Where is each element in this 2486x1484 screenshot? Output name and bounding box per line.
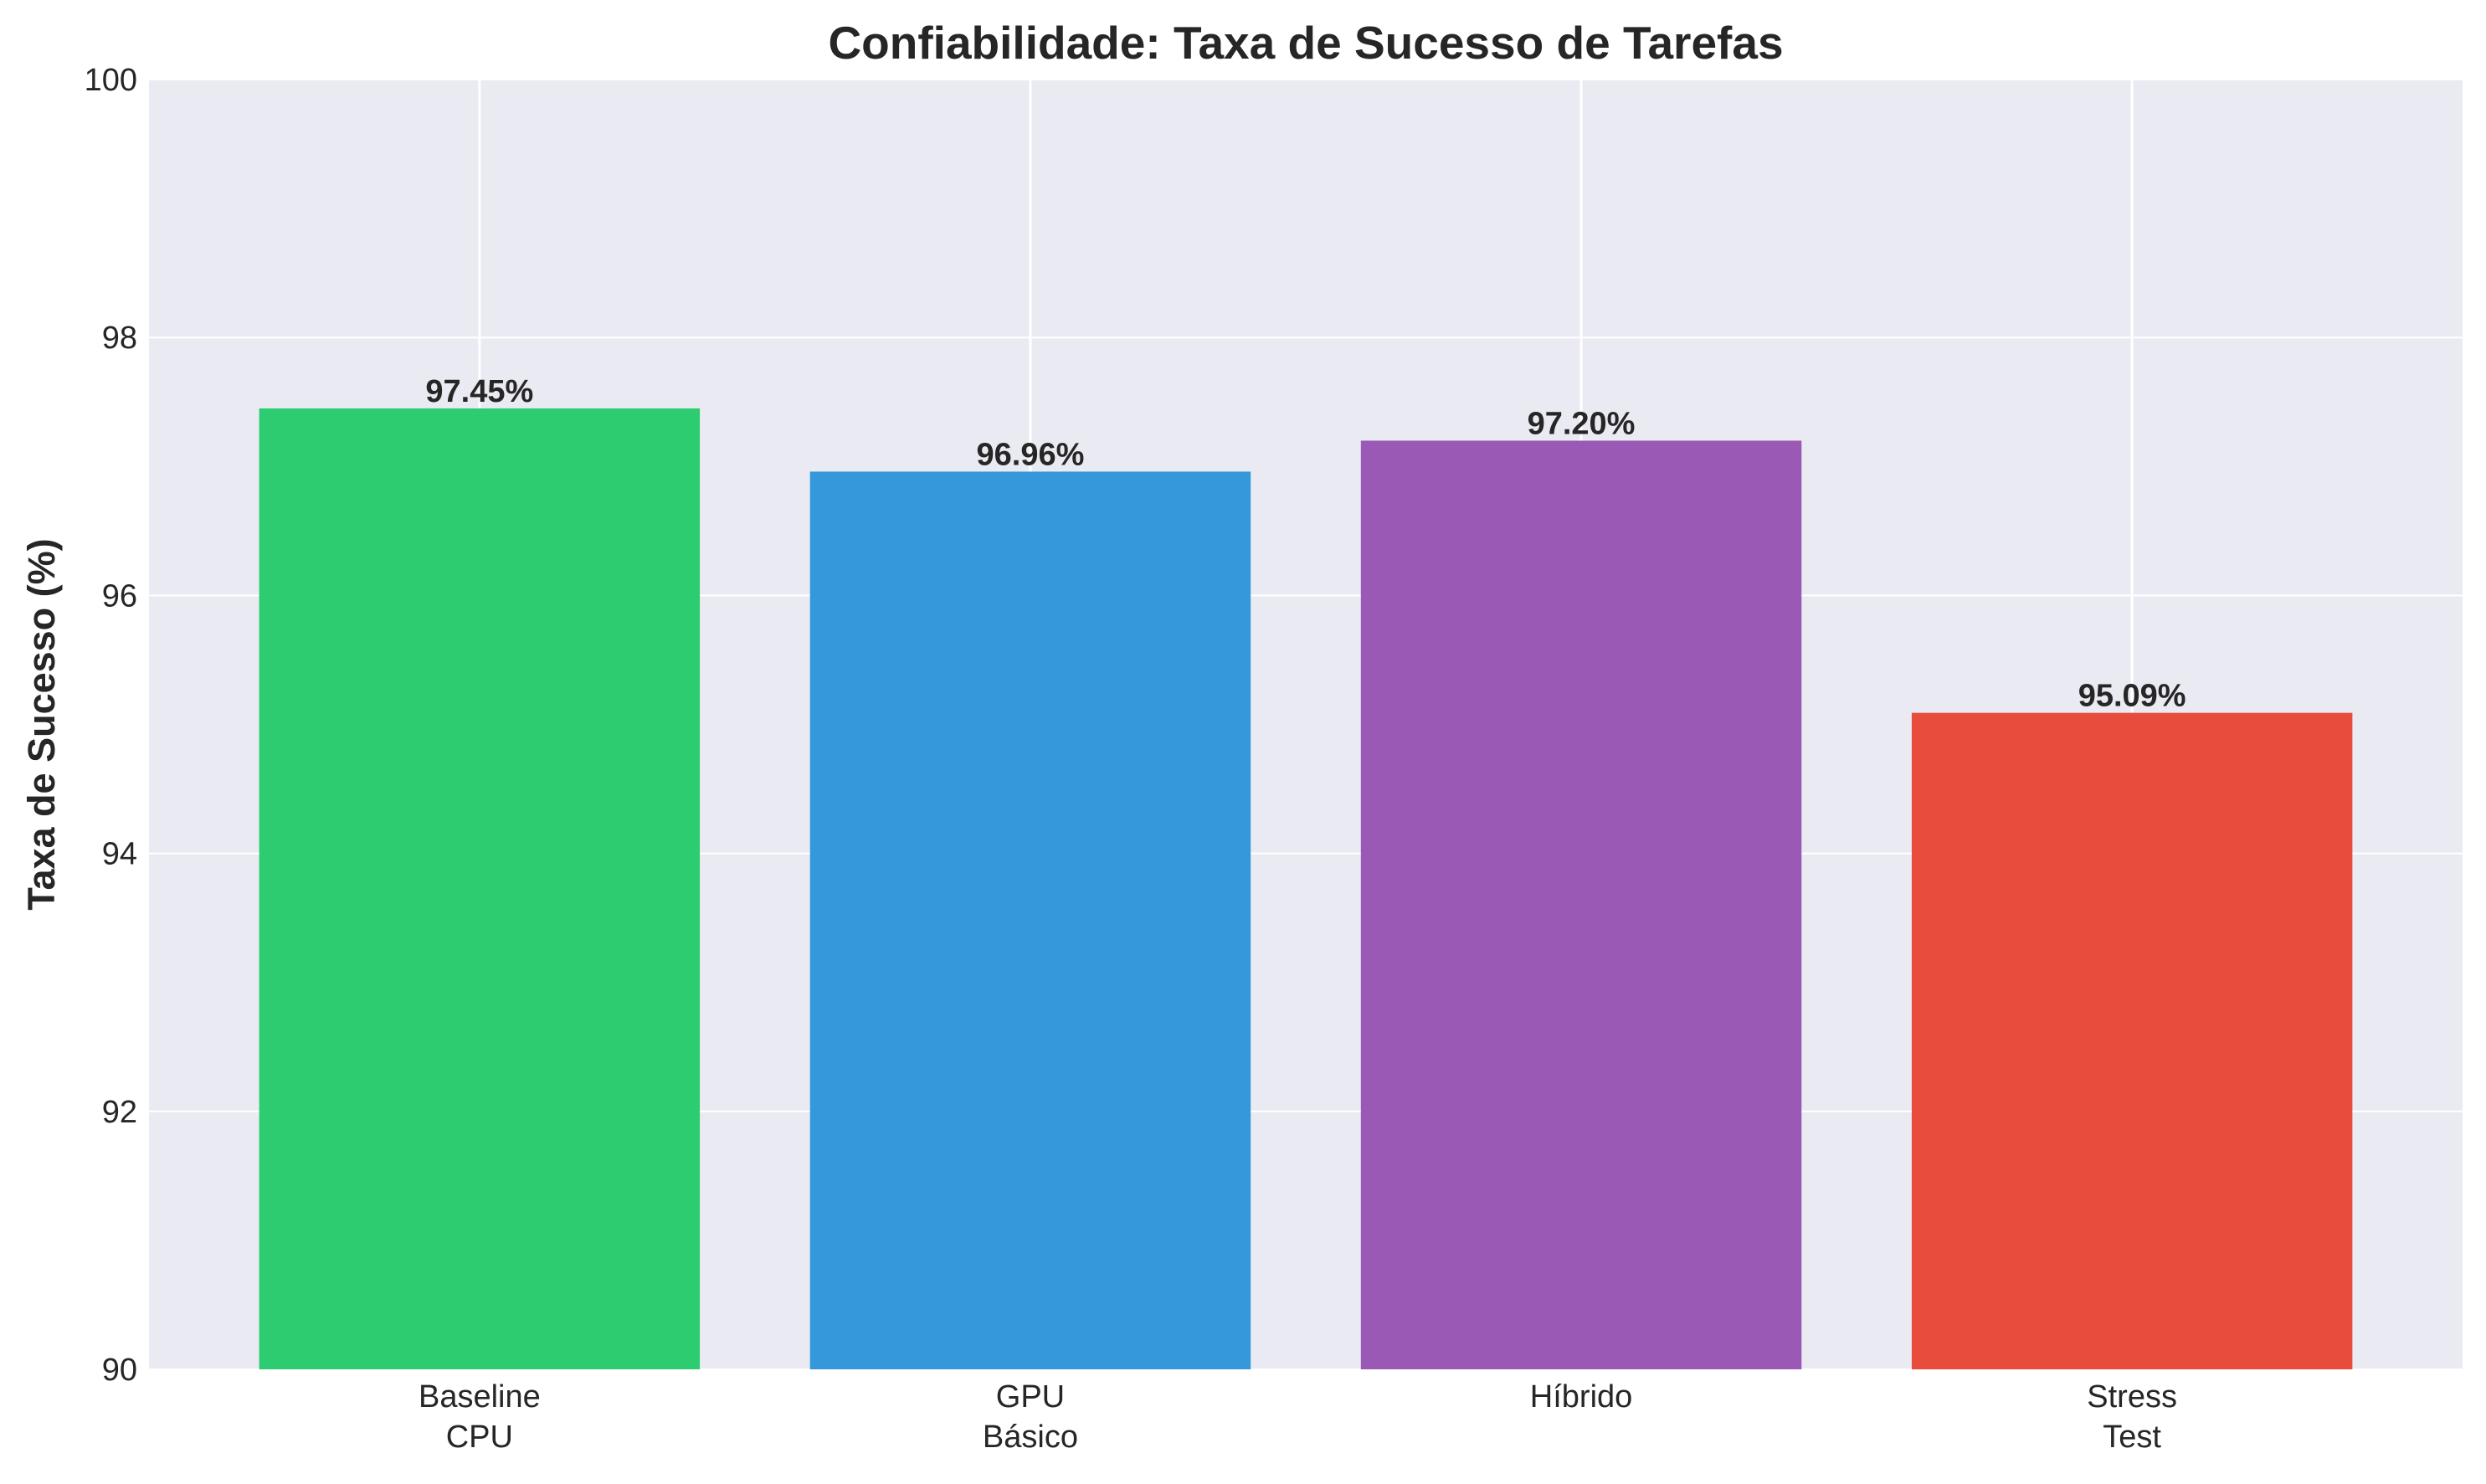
x-tick-label-line: Test [2103, 1420, 2161, 1455]
x-axis-ticks: Baseline CPU GPU Básico Híbrido Stress Test [419, 1379, 2177, 1455]
y-tick-label: 96 [102, 578, 137, 614]
y-tick-label: 100 [85, 63, 137, 98]
x-tick-label-line: Básico [983, 1420, 1078, 1455]
x-tick-label: Híbrido [1530, 1379, 1633, 1415]
y-tick-label: 92 [102, 1095, 137, 1130]
y-tick-label: 94 [102, 837, 137, 872]
y-tick-label: 90 [102, 1353, 137, 1388]
x-tick-label: Baseline CPU [419, 1379, 541, 1455]
x-tick-label-line: GPU [996, 1379, 1065, 1415]
bar [259, 408, 701, 1370]
x-tick-label-line: CPU [446, 1420, 513, 1455]
x-tick-label: GPU Básico [983, 1379, 1078, 1455]
chart-title: Confiabilidade: Taxa de Sucesso de Taref… [828, 17, 1783, 69]
x-tick-label-line: Híbrido [1530, 1379, 1633, 1415]
bar-value-labels: 97.45% 96.96% 97.20% 95.09% [425, 374, 2186, 714]
y-tick-label: 98 [102, 321, 137, 356]
bar-value-label: 97.20% [1528, 406, 1636, 441]
x-tick-label: Stress Test [2087, 1379, 2177, 1455]
bar-value-label: 97.45% [425, 374, 533, 409]
bar [1911, 712, 2353, 1369]
x-tick-label-line: Stress [2087, 1379, 2177, 1415]
y-axis-ticks: 90 92 94 96 98 100 [85, 63, 137, 1388]
y-axis-label: Taxa de Sucesso (%) [20, 538, 63, 910]
x-tick-label-line: Baseline [419, 1379, 541, 1415]
bar [1360, 440, 1802, 1369]
bar [809, 471, 1251, 1369]
bar-value-label: 95.09% [2078, 679, 2186, 714]
bar-value-label: 96.96% [977, 437, 1085, 472]
bars [259, 408, 2353, 1370]
